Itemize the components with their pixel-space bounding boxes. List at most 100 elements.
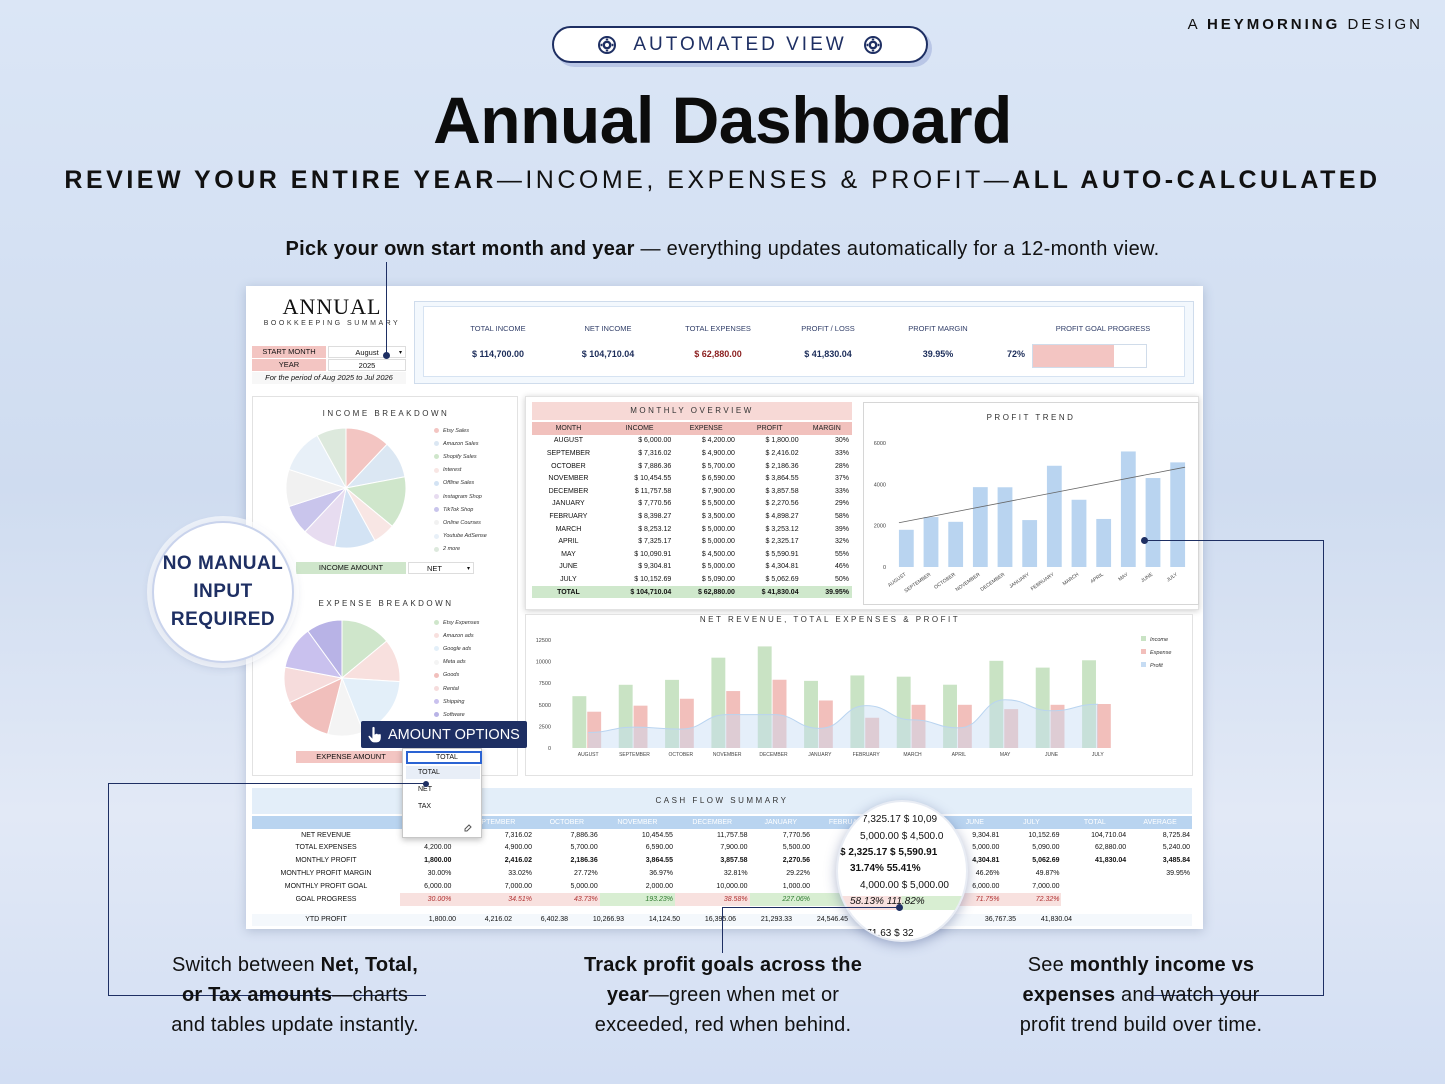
income-bar — [572, 696, 587, 748]
legend-label: 2 more — [443, 546, 461, 553]
table-cell: 8,725.84 — [1162, 831, 1190, 839]
table-cell: $ 3,864.55 — [765, 475, 799, 483]
expense-breakdown-title: EXPENSE BREAKDOWN — [318, 599, 454, 608]
table-cell: JULY — [560, 575, 577, 583]
zoom-row-goal: 58.13% 111.82% — [838, 896, 966, 910]
row-label: MONTHLY PROFIT GOAL — [284, 882, 368, 890]
net-chart-title: NET REVENUE, TOTAL EXPENSES & PROFIT — [699, 615, 961, 624]
expense-amount-label: EXPENSE AMOUNT — [296, 751, 406, 763]
table-cell: 5,000.00 — [570, 882, 598, 890]
caption-right: See monthly income vs expenses and watch… — [966, 950, 1316, 1040]
ytd-cells: 1,800.00 4,216.02 6,402.38 10,266.93 14,124.… — [400, 916, 1072, 923]
table-cell: 30% — [834, 437, 849, 445]
legend-swatch — [434, 659, 439, 665]
income-amount-select[interactable]: NET ▾ — [408, 562, 474, 574]
table-cell: $ 7,316.02 — [638, 449, 672, 457]
table-cell: $ 5,000.00 — [701, 525, 735, 533]
table-cell: $ 10,454.55 — [634, 475, 672, 483]
net-revenue-chart: 0 2500 5000 7500 10000 12500 AUGUST SEPTEMBER OC… — [536, 636, 1171, 758]
table-row: FEBRUARY $ 8,398.27 $ 3,500.00 $ 4,898.27 58… — [532, 510, 852, 523]
pencil-icon[interactable] — [463, 823, 473, 833]
expense-bar — [818, 700, 833, 748]
table-cell: 55% — [834, 550, 849, 558]
amount-select-input[interactable]: TOTAL — [406, 751, 482, 764]
row-label: TOTAL EXPENSES — [295, 844, 357, 852]
col-header: OCTOBER — [533, 816, 600, 829]
zoom-row: 4,000.00 $ 5,000.00 — [860, 880, 949, 891]
table-cell: NOVEMBER — [548, 475, 589, 483]
legend-label: Expense — [1150, 650, 1171, 656]
x-tick-label: DECEMBER — [979, 572, 1006, 593]
dropdown-option-net[interactable]: NET — [418, 786, 432, 793]
income-bar — [989, 660, 1004, 748]
x-tick-label: MAY — [1000, 752, 1011, 758]
table-cell: 1,000.00 — [782, 882, 810, 890]
profit-bar — [898, 529, 914, 567]
col-header: EXPENSE — [674, 422, 738, 435]
subtitle-dash2: — — [983, 166, 1013, 194]
table-cell: $ 6,000.00 — [638, 437, 672, 445]
caption-text: —charts — [332, 984, 409, 1006]
kpi-value-profit-margin: 39.95% — [922, 349, 954, 359]
table-header-row: MONTH INCOME EXPENSE PROFIT MARGIN — [532, 422, 852, 435]
zoom-row: 31.74% 55.41% — [850, 863, 921, 874]
ytd-label: YTD PROFIT — [305, 916, 347, 923]
start-month-value: August — [355, 348, 379, 357]
legend-item: Goods — [434, 669, 514, 682]
table-cell: 227.06% — [749, 892, 812, 906]
y-tick-label: 7500 — [539, 681, 551, 687]
legend-swatch — [434, 454, 439, 460]
table-cell: 33% — [834, 449, 849, 457]
dropdown-option-tax[interactable]: TAX — [418, 803, 432, 810]
table-cell: $ 4,200.00 — [701, 437, 735, 445]
expense-bar — [772, 679, 787, 748]
table-cell: 4,900.00 — [504, 844, 532, 852]
ytd-cell: 10,266.93 — [592, 916, 624, 923]
row-label: GOAL PROGRESS — [295, 895, 357, 903]
x-tick-label: MARCH — [1062, 572, 1081, 588]
table-cell: $ 7,886.36 — [638, 462, 672, 470]
legend-swatch — [434, 672, 439, 678]
legend-swatch — [434, 507, 439, 513]
table-cell: 5,240.00 — [1162, 844, 1190, 852]
table-cell: 7,000.00 — [1032, 882, 1060, 890]
table-cell: 7,000.00 — [504, 882, 532, 890]
profit-bar — [1096, 518, 1112, 567]
table-row: JUNE $ 9,304.81 $ 5,000.00 $ 4,304.81 46% — [532, 561, 852, 574]
legend-swatch — [1141, 636, 1146, 641]
table-cell: 6,000.00 — [424, 882, 452, 890]
legend-item: Software — [434, 708, 514, 721]
table-cell: $ 5,062.69 — [765, 575, 799, 583]
profit-line — [588, 699, 1098, 733]
expense-bar — [587, 711, 602, 748]
col-header: DECEMBER — [674, 816, 750, 829]
start-month-hint: Pick your own start month and year — eve… — [0, 238, 1445, 261]
table-cell: $ 7,325.17 — [638, 538, 672, 546]
year-input[interactable]: 2025 — [328, 359, 406, 371]
col-header: TOTAL — [1061, 816, 1129, 829]
table-cell: 6,000.00 — [972, 882, 1000, 890]
connector-dot — [423, 781, 429, 787]
table-cell: 2,186.36 — [570, 857, 598, 865]
table-cell: 46% — [834, 563, 849, 571]
x-tick-label: APRIL — [952, 752, 967, 758]
caption-text: See — [1027, 954, 1070, 976]
legend-item: Amazon Sales — [434, 437, 514, 450]
table-cell: $ 3,500.00 — [701, 512, 735, 520]
table-cell: 29.22% — [786, 870, 810, 878]
legend-item: Meta ads — [434, 656, 514, 669]
table-cell: $ 5,500.00 — [701, 500, 735, 508]
table-cell: 34.51% — [453, 892, 534, 906]
kpi-value-net-income: $ 104,710.04 — [581, 349, 635, 359]
kpi-value-total-income: $ 114,700.00 — [471, 349, 525, 359]
dropdown-option-total[interactable]: TOTAL — [406, 766, 480, 779]
amount-options-dropdown[interactable]: TOTAL TOTAL NET TAX — [402, 748, 482, 838]
y-tick-label: 4000 — [874, 482, 886, 488]
start-month-select[interactable]: August ▾ — [328, 346, 406, 358]
col-header: MARGIN — [801, 422, 852, 435]
table-cell: 30.00% — [400, 892, 454, 906]
subtitle-part1: REVIEW YOUR ENTIRE YEAR — [64, 166, 497, 194]
y-tick-label: 0 — [883, 565, 886, 571]
legend-item: Instagram Shop — [434, 490, 514, 503]
connector-dot — [383, 352, 390, 359]
